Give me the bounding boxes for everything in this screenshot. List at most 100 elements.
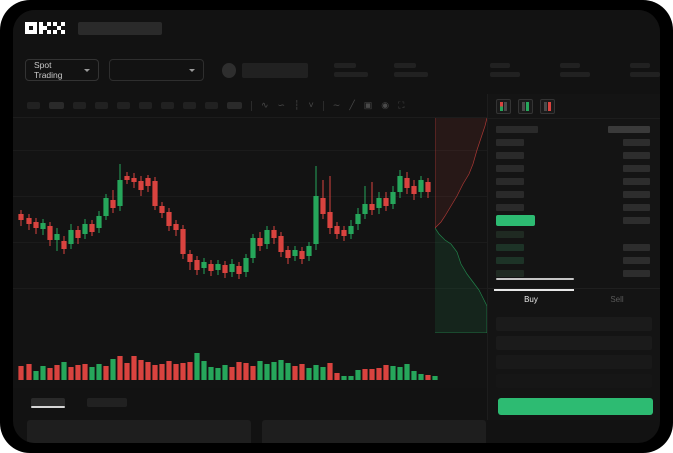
orderbook-bid-row[interactable]: [488, 241, 660, 254]
okx-logo-k: [39, 22, 51, 34]
trend-down-icon[interactable]: ∽: [277, 100, 286, 110]
okx-logo-x: [53, 22, 65, 34]
bid-price: [496, 270, 524, 277]
orderbook-view-modes: [488, 94, 660, 118]
bid-price: [496, 231, 524, 238]
camera-icon[interactable]: ▣: [363, 100, 373, 110]
price-field[interactable]: [496, 336, 652, 350]
ask-price: [496, 191, 524, 198]
ask-amount: [623, 178, 650, 185]
ask-amount: [623, 139, 650, 146]
market-bar: Spot Trading: [13, 46, 660, 94]
orderbook-last-price[interactable]: [488, 214, 660, 228]
chart-gridline: [13, 196, 487, 197]
stat-24h-low: [560, 63, 590, 77]
brush-icon[interactable]: ╱: [349, 100, 355, 110]
orderbook-mode-both[interactable]: [496, 99, 511, 114]
ask-amount: [623, 204, 650, 211]
stat-value: [490, 72, 520, 77]
interval-button-9[interactable]: [205, 102, 218, 109]
chart-toolbar: ∿ ∽ ┆ ˅ ∼ ╱ ▣ ◉ ⛶: [13, 94, 487, 118]
tab-sell-label: Sell: [610, 295, 624, 304]
stat-label: [490, 63, 510, 68]
bottom-panels: [13, 420, 660, 443]
stat-24h-volume: [630, 63, 660, 77]
interval-button-4[interactable]: [95, 102, 108, 109]
interval-button-3[interactable]: [73, 102, 86, 109]
fullscreen-icon[interactable]: ⛶: [398, 100, 405, 110]
stat-value: [560, 72, 590, 77]
spot-trading-label: Spot Trading: [34, 60, 63, 80]
stat-label: [630, 63, 650, 68]
interval-button-8[interactable]: [183, 102, 196, 109]
orderbook-bid-row[interactable]: [488, 254, 660, 267]
orderbook-header-row: [488, 123, 660, 136]
interval-button-6[interactable]: [139, 102, 152, 109]
chart-gridline: [13, 242, 487, 243]
interval-button-1[interactable]: [27, 102, 40, 109]
candle-icon[interactable]: ┆: [294, 100, 300, 110]
orderbook-col-price: [496, 126, 538, 133]
stat-last-price: [334, 63, 368, 77]
order-book-panel: Buy Sell: [487, 94, 660, 420]
orderbook-bid-row[interactable]: [488, 228, 660, 241]
interval-button-10[interactable]: [227, 102, 242, 109]
orderbook-ask-row[interactable]: [488, 136, 660, 149]
orderbook-ask-row[interactable]: [488, 188, 660, 201]
orderbook-ask-row[interactable]: [488, 201, 660, 214]
bottom-panel-right[interactable]: [262, 420, 486, 443]
stat-24h-high: [490, 63, 520, 77]
orderbook-rows[interactable]: [488, 118, 660, 280]
tab-sell[interactable]: Sell: [574, 289, 660, 310]
wave-icon[interactable]: ∼: [332, 100, 341, 110]
interval-button-2[interactable]: [49, 102, 64, 109]
tab-buy-label: Buy: [524, 295, 538, 304]
line-chart-icon[interactable]: ∿: [261, 100, 269, 110]
header-search-placeholder[interactable]: [78, 21, 162, 35]
amount-field[interactable]: [496, 355, 652, 369]
chart-gridline: [13, 288, 487, 289]
pair-coin-avatar: [221, 62, 236, 78]
tab-buy[interactable]: Buy: [488, 289, 574, 310]
ask-price: [496, 204, 524, 211]
bid-price: [496, 244, 524, 251]
submit-buy-button[interactable]: [498, 398, 653, 415]
orderbook-ask-row[interactable]: [488, 175, 660, 188]
stat-value: [334, 72, 368, 77]
pair-selector[interactable]: [109, 59, 204, 81]
tab-order-history[interactable]: [87, 397, 127, 407]
okx-logo[interactable]: [25, 22, 65, 35]
toolbar-divider: [322, 100, 324, 111]
active-tab-underline: [31, 406, 65, 408]
orderbook-bid-row[interactable]: [488, 267, 660, 280]
ask-price: [496, 152, 524, 159]
order-type-field[interactable]: [496, 317, 652, 331]
stat-label: [560, 63, 580, 68]
chevron-down-icon: [84, 68, 90, 72]
orderbook-mode-bids[interactable]: [518, 99, 533, 114]
orderbook-mode-asks[interactable]: [540, 99, 555, 114]
tab-open-orders[interactable]: [31, 397, 65, 407]
chevron-down-icon[interactable]: ˅: [308, 100, 314, 110]
okx-logo-o: [25, 22, 37, 34]
order-form-tabs: Buy Sell: [488, 288, 660, 310]
interval-button-5[interactable]: [117, 102, 130, 109]
toolbar-divider: [251, 100, 252, 111]
price-chart[interactable]: [13, 118, 487, 388]
chevron-down-icon: [188, 68, 195, 72]
orders-tab-bar: [13, 388, 487, 416]
chart-gridline: [13, 150, 487, 151]
bid-amount: [623, 244, 650, 251]
spot-trading-dropdown[interactable]: Spot Trading: [25, 59, 99, 81]
bottom-panel-left[interactable]: [27, 420, 251, 443]
stat-label: [394, 63, 416, 68]
interval-button-7[interactable]: [161, 102, 174, 109]
orderbook-ask-row[interactable]: [488, 162, 660, 175]
orderbook-ask-row[interactable]: [488, 149, 660, 162]
total-field[interactable]: [496, 374, 652, 388]
settings-icon[interactable]: ◉: [381, 100, 390, 110]
orderbook-scrollbar[interactable]: [496, 278, 574, 280]
stat-label: [334, 63, 356, 68]
last-price-placeholder: [242, 62, 308, 78]
app-header: [13, 10, 660, 46]
